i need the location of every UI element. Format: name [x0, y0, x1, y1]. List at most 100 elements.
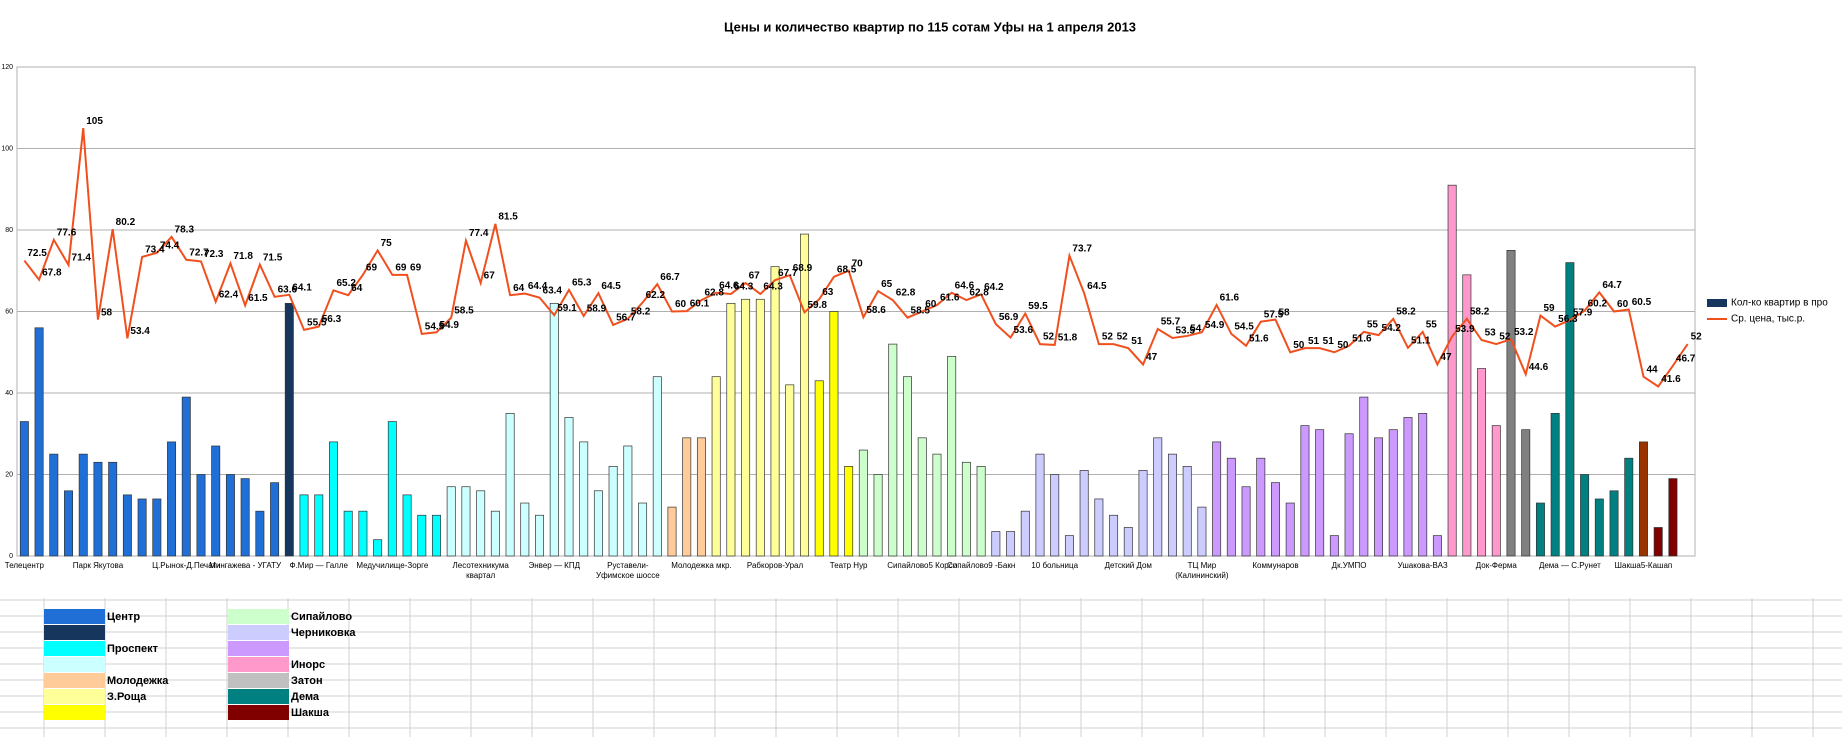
bar	[991, 531, 1001, 557]
bar	[240, 478, 250, 557]
data-label: 54.5	[425, 322, 445, 333]
bar	[1432, 535, 1442, 557]
data-label: 64.3	[734, 282, 754, 293]
bar	[255, 510, 265, 557]
data-label: 64.5	[601, 281, 621, 292]
data-label: 58.5	[911, 305, 931, 316]
bar	[152, 498, 162, 557]
bar	[564, 417, 574, 557]
bar	[814, 380, 824, 557]
bar	[1256, 457, 1266, 557]
bar	[1359, 396, 1369, 557]
district-swatch	[44, 689, 105, 704]
data-label: 53.9	[1455, 324, 1475, 335]
bar	[917, 437, 927, 557]
bar	[1565, 262, 1575, 557]
bar	[947, 355, 957, 557]
bar	[1035, 453, 1045, 557]
bar	[1300, 425, 1310, 557]
data-label: 73.4	[145, 245, 165, 256]
bar	[711, 376, 721, 557]
bar	[579, 441, 589, 557]
bar	[1580, 474, 1590, 557]
bar	[1226, 457, 1236, 557]
data-label: 70	[852, 258, 864, 269]
bar	[638, 502, 648, 557]
data-label: 68.9	[793, 263, 813, 274]
data-label: 81.5	[498, 212, 518, 223]
bar	[682, 437, 692, 557]
x-tick-label: Телецентр	[4, 561, 44, 570]
data-label: 60	[1617, 299, 1629, 310]
x-tick-label: Лесотехникума квартал	[452, 561, 509, 580]
bar	[1506, 250, 1516, 557]
data-label: 69	[366, 262, 378, 273]
x-tick-label: Дема — С.Рунет	[1538, 561, 1601, 570]
district-swatch	[44, 641, 105, 656]
bar	[1197, 506, 1207, 557]
x-tick-label: Энвер — КПД	[528, 561, 581, 570]
legend-swatch	[1707, 299, 1727, 307]
data-label: 58	[1279, 307, 1291, 318]
data-label: 67.7	[778, 268, 798, 279]
data-label: 68.5	[837, 265, 857, 276]
data-label: 72.3	[204, 249, 224, 260]
bar	[461, 486, 471, 557]
data-label: 58.2	[1470, 306, 1490, 317]
bar	[402, 494, 412, 557]
bar	[1550, 413, 1560, 557]
data-label: 44	[1646, 364, 1658, 375]
data-label: 65.3	[572, 278, 592, 289]
data-label: 64.6	[719, 280, 739, 291]
data-label: 62.8	[704, 288, 724, 299]
data-label: 71.8	[233, 251, 253, 262]
bar	[1123, 527, 1133, 557]
bar	[1153, 437, 1163, 557]
bar	[1447, 184, 1457, 557]
data-label: 53	[1485, 328, 1497, 339]
data-label: 58.2	[1396, 306, 1416, 317]
data-label: 69	[395, 262, 407, 273]
bar	[1491, 425, 1501, 557]
data-label: 60.1	[690, 299, 710, 310]
bar	[49, 453, 59, 557]
data-label: 54.2	[1382, 323, 1402, 334]
district-swatch	[228, 673, 289, 688]
data-label: 54.9	[1205, 320, 1225, 331]
district-swatch	[44, 657, 105, 672]
data-label: 63.6	[278, 284, 298, 295]
district-swatch	[44, 625, 105, 640]
data-label: 63.4	[543, 285, 563, 296]
bar	[1050, 474, 1060, 557]
district-label: Шакша	[291, 707, 330, 719]
data-label: 54.5	[1234, 322, 1254, 333]
bar	[1388, 429, 1398, 557]
data-label: 51.6	[1249, 333, 1269, 344]
data-label: 74.4	[160, 240, 180, 251]
bar	[284, 303, 294, 557]
bar	[1079, 470, 1089, 557]
bar	[1653, 527, 1663, 557]
bar	[1094, 498, 1104, 557]
bar	[608, 466, 618, 557]
data-label: 58	[101, 307, 113, 318]
bar	[328, 441, 338, 557]
y-tick-label: 80	[5, 227, 13, 234]
y-tick-label: 60	[5, 308, 13, 315]
bar	[976, 466, 986, 557]
data-label: 80.2	[116, 217, 136, 228]
price-line	[23, 128, 1689, 388]
bar	[299, 494, 309, 557]
data-label: 60	[675, 299, 687, 310]
legend-label: Кол-ко квартир в про	[1731, 298, 1828, 309]
bar	[34, 327, 44, 557]
data-label: 51	[1308, 336, 1320, 347]
data-label: 55.5	[307, 317, 327, 328]
district-swatch	[228, 657, 289, 672]
bar	[446, 486, 456, 557]
bar	[93, 461, 103, 557]
x-tick-label: Молодежка мкр.	[671, 561, 732, 570]
bar	[122, 494, 132, 557]
data-label: 67	[484, 271, 496, 282]
y-tick-label: 40	[5, 390, 13, 397]
